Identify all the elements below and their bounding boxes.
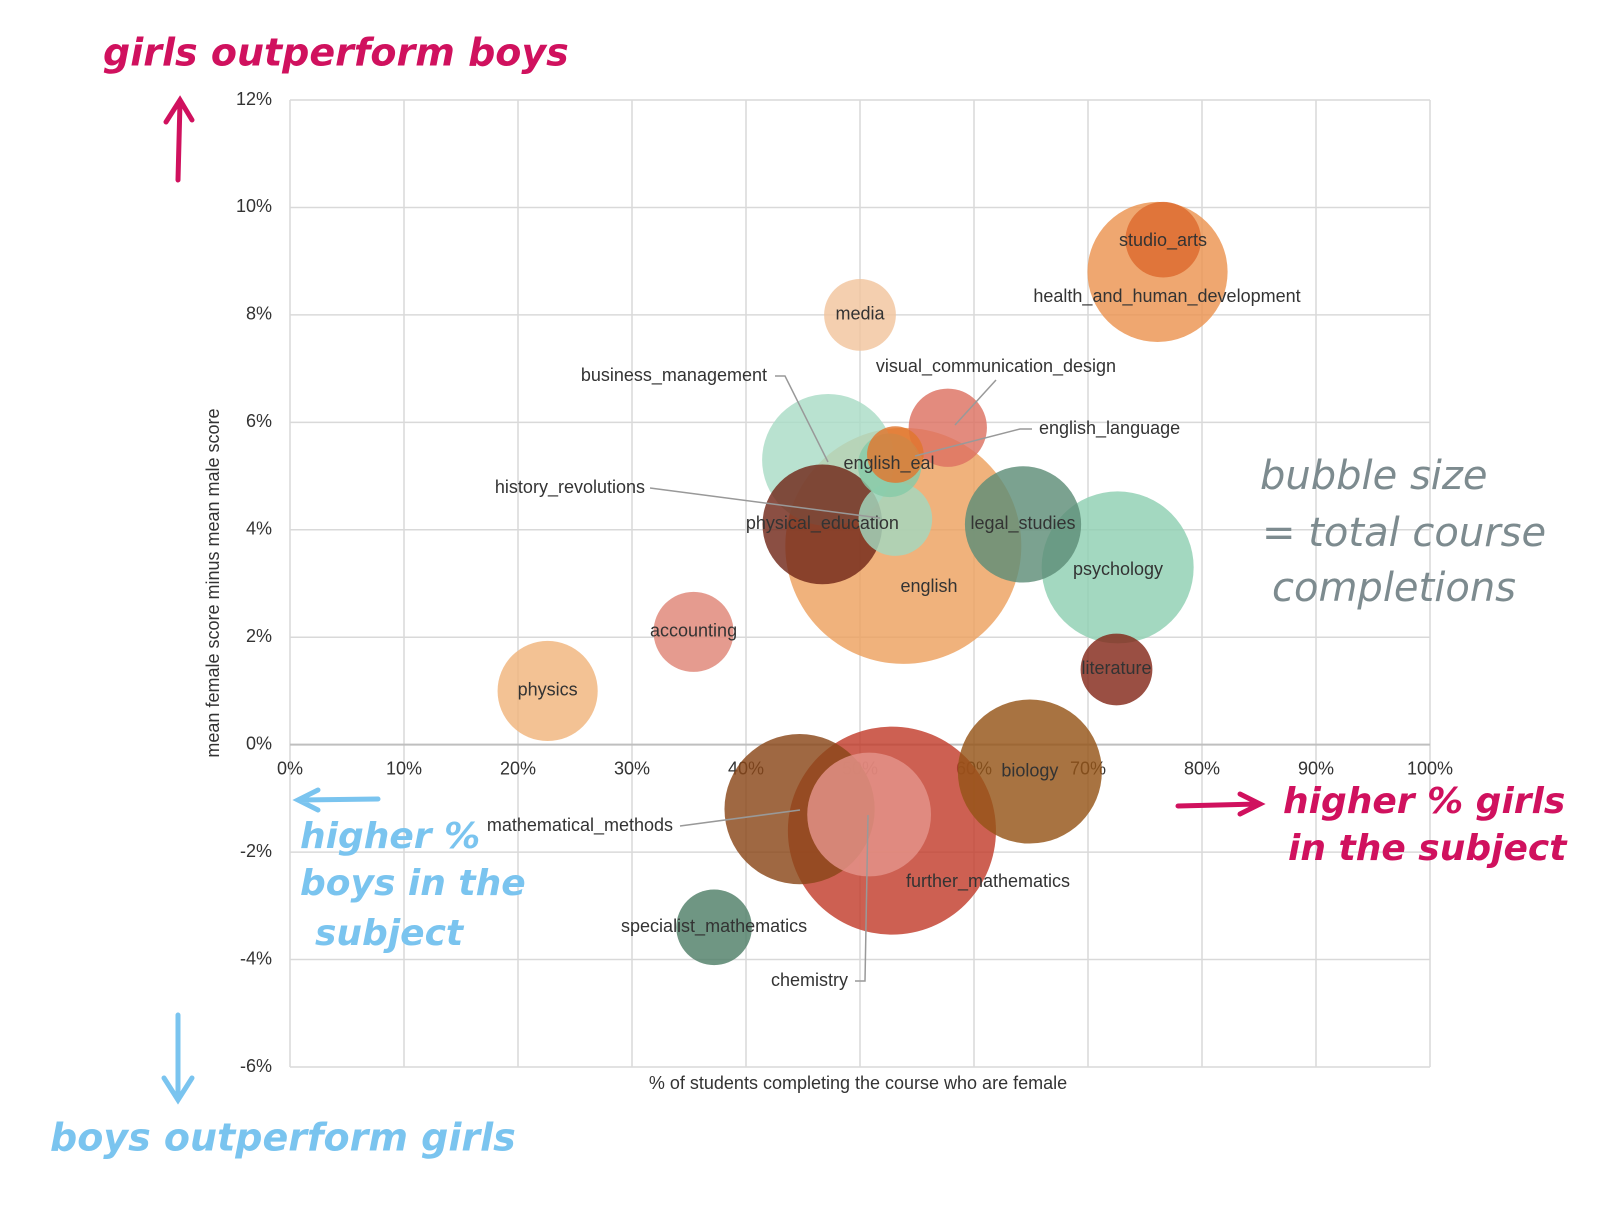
labels: english further_mathematics psychology math… <box>487 230 1301 990</box>
annotation-left: higher % boys in the subject <box>292 787 526 954</box>
bubble-label: specialist_mathematics <box>621 916 807 937</box>
x-tick-label: 100% <box>1407 758 1453 778</box>
x-tick-label: 0% <box>277 758 303 778</box>
annotation-bottom: boys outperform girls <box>50 1012 516 1160</box>
annotation-text: bubble size <box>1260 453 1488 499</box>
bubble-label: accounting <box>650 621 737 641</box>
annotation-text: boys outperform girls <box>50 1116 516 1160</box>
bubble <box>858 482 933 556</box>
y-tick-label: 10% <box>236 196 272 216</box>
bubble-label: studio_arts <box>1119 230 1207 251</box>
annotation-text: = total course <box>1262 510 1546 556</box>
leader-line <box>649 487 881 519</box>
arrow <box>163 95 195 183</box>
leader-line <box>679 809 801 827</box>
arrow <box>161 1012 195 1105</box>
bubble <box>964 466 1082 583</box>
bubble <box>824 279 896 351</box>
leader-line <box>954 379 997 426</box>
bubble <box>957 699 1102 844</box>
bubble-label: visual_communication_design <box>876 356 1116 377</box>
bubble-label: psychology <box>1073 559 1163 579</box>
y-axis-title: mean female score minus mean male score <box>203 408 223 757</box>
bubble <box>908 388 987 467</box>
y-tick-label: -2% <box>240 841 272 861</box>
bubble <box>676 889 752 966</box>
x-tick-label: 80% <box>1184 758 1220 778</box>
bubble-label: history_revolutions <box>495 477 645 498</box>
x-tick-label: 90% <box>1298 758 1334 778</box>
bubble-label: mathematical_methods <box>487 815 673 836</box>
annotation-text: boys in the <box>300 863 526 904</box>
bubble <box>1080 633 1153 706</box>
annotation-right: higher % girls in the subject <box>1175 781 1568 869</box>
bubble <box>653 591 734 672</box>
annotation-size-note: bubble size = total course completions <box>1260 453 1546 611</box>
bubble-label: legal_studies <box>970 513 1075 534</box>
bubble-label: health_and_human_development <box>1033 286 1300 307</box>
bubble-label: literature <box>1081 658 1151 678</box>
x-tick-label: 30% <box>614 758 650 778</box>
bubble-label: physics <box>518 680 578 700</box>
y-tick-label: 4% <box>246 519 272 539</box>
x-axis-title: % of students completing the course who … <box>649 1073 1067 1093</box>
annotation-top: girls outperform boys <box>103 31 569 183</box>
leader-line <box>914 428 1032 457</box>
y-tick-label: 6% <box>246 411 272 431</box>
bubble-label: chemistry <box>771 970 848 990</box>
annotation-text: girls outperform boys <box>103 31 569 75</box>
annotation-text: in the subject <box>1288 828 1568 869</box>
arrow <box>292 787 381 813</box>
bubble-label: business_management <box>581 365 767 386</box>
bubble-label: english_language <box>1039 418 1180 439</box>
arrow <box>1175 791 1266 817</box>
leader-line <box>775 375 829 463</box>
y-tick-label: 12% <box>236 89 272 109</box>
y-tick-label: 2% <box>246 626 272 646</box>
annotation-text: higher % girls <box>1283 781 1565 822</box>
bubble <box>497 640 598 742</box>
bubble <box>867 426 924 483</box>
bubble <box>807 752 931 877</box>
bubble-label: english <box>900 576 957 596</box>
bubble <box>762 464 883 585</box>
y-tick-label: -4% <box>240 948 272 968</box>
leader-line <box>855 814 869 982</box>
x-tick-label: 10% <box>386 758 422 778</box>
annotation-text: higher % <box>300 816 480 857</box>
y-tick-label: 0% <box>246 733 272 753</box>
y-tick-label: -6% <box>240 1056 272 1076</box>
x-tick-label: 20% <box>500 758 536 778</box>
annotation-text: completions <box>1272 565 1516 611</box>
bubbles <box>497 201 1228 966</box>
bubble-label: media <box>835 304 885 324</box>
y-tick-label: 8% <box>246 304 272 324</box>
bubble-label: further_mathematics <box>906 871 1070 892</box>
bubble-label: biology <box>1001 760 1058 780</box>
bubble <box>1125 201 1202 278</box>
bubble-label: physical_education <box>746 513 899 534</box>
bubble-label: english_eal <box>843 453 934 474</box>
annotation-text: subject <box>315 913 465 954</box>
